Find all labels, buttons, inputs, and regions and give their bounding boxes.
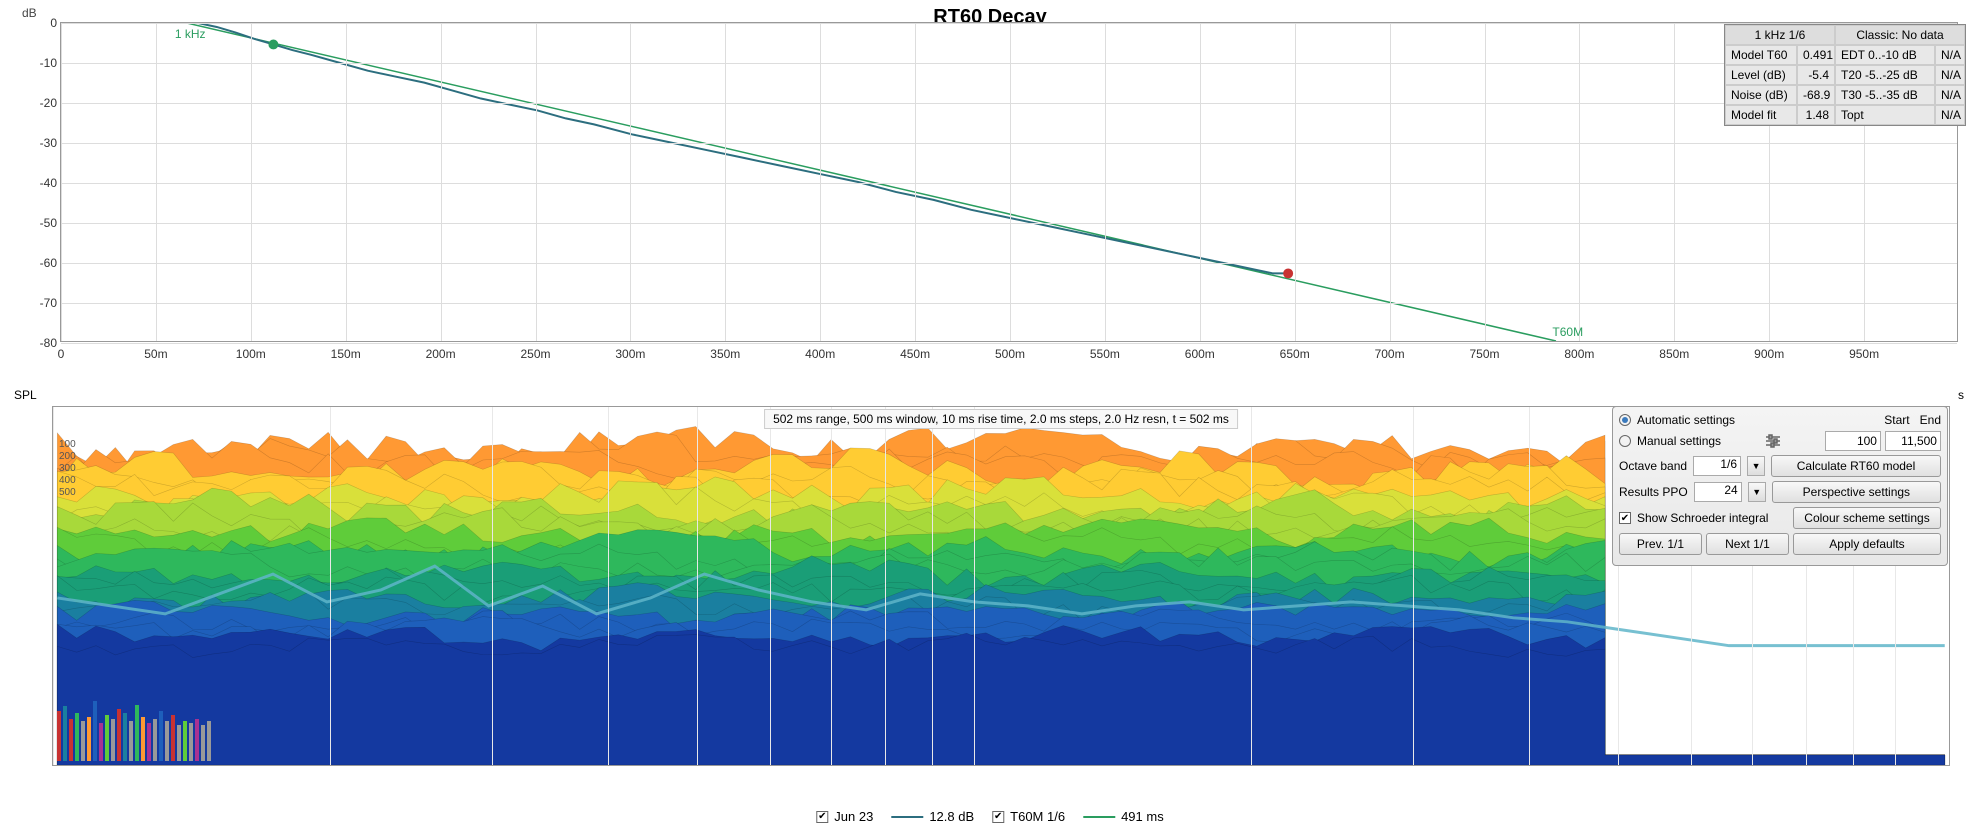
depth-time-label: 500 <box>59 487 76 498</box>
y-tick-label: -40 <box>31 176 57 190</box>
top-chart-area[interactable]: -80-70-60-50-40-30-20-100050m100m150m200… <box>60 22 1958 342</box>
x-tick-label: 500m <box>995 347 1025 361</box>
spl-axis-title: SPL <box>14 388 37 402</box>
results-ppo-select[interactable]: 24 <box>1694 482 1742 502</box>
prev-button[interactable]: Prev. 1/1 <box>1619 533 1702 555</box>
y-tick-label: -10 <box>31 56 57 70</box>
end-input[interactable] <box>1885 431 1941 451</box>
automatic-settings-label: Automatic settings <box>1637 413 1735 427</box>
x-tick-label: 400m <box>805 347 835 361</box>
start-label: Start <box>1884 413 1909 427</box>
x-tick-label: 100m <box>236 347 266 361</box>
settings-panel: Automatic settings Start End Manual sett… <box>1612 406 1948 566</box>
next-button[interactable]: Next 1/1 <box>1706 533 1789 555</box>
y-tick-label: -60 <box>31 256 57 270</box>
x-tick-label: 950m <box>1849 347 1879 361</box>
x-tick-label: 450m <box>900 347 930 361</box>
x-tick-label: 550m <box>1090 347 1120 361</box>
x-tick-label: 850m <box>1659 347 1689 361</box>
x-tick-label: 250m <box>520 347 550 361</box>
show-schroeder-checkbox[interactable]: ✔ <box>1619 512 1631 524</box>
x-tick-label: 150m <box>331 347 361 361</box>
x-tick-label: 800m <box>1564 347 1594 361</box>
y-tick-label: -70 <box>31 296 57 310</box>
dropdown-arrow-icon[interactable]: ▼ <box>1748 482 1766 502</box>
t60m-label: T60M <box>1552 325 1583 339</box>
rt60-decay-chart: RT60 Decay dB -80-70-60-50-40-30-20-1000… <box>10 0 1970 380</box>
manual-settings-label: Manual settings <box>1637 434 1721 448</box>
octave-band-label: Octave band <box>1619 459 1687 473</box>
start-input[interactable] <box>1825 431 1881 451</box>
x-tick-label: 0 <box>58 347 65 361</box>
depth-time-label: 400 <box>59 475 76 486</box>
legend-t60m-label: T60M 1/6 <box>1010 809 1065 824</box>
y-tick-label: -50 <box>31 216 57 230</box>
x-tick-label: 650m <box>1280 347 1310 361</box>
legend-jun23-label: Jun 23 <box>834 809 873 824</box>
legend-ms-line <box>1083 816 1115 818</box>
waterfall-info-bar: 502 ms range, 500 ms window, 10 ms rise … <box>764 409 1238 429</box>
legend-jun23-checkbox[interactable]: ✔ <box>816 811 828 823</box>
x-tick-label: 200m <box>426 347 456 361</box>
legend-t60m-checkbox[interactable]: ✔ <box>992 811 1004 823</box>
radio-manual[interactable] <box>1619 435 1631 447</box>
rt60-result-bars <box>57 701 211 761</box>
depth-time-label: 200 <box>59 451 76 462</box>
perspective-settings-button[interactable]: Perspective settings <box>1772 481 1941 503</box>
x-tick-label: 50m <box>144 347 167 361</box>
sliders-icon[interactable] <box>1763 433 1783 449</box>
dropdown-arrow-icon[interactable]: ▼ <box>1747 456 1765 476</box>
x-tick-label: 600m <box>1185 347 1215 361</box>
info-left-header: 1 kHz 1/6 <box>1725 25 1835 45</box>
octave-band-select[interactable]: 1/6 <box>1693 456 1741 476</box>
depth-time-label: 100 <box>59 439 76 450</box>
y-tick-label: -20 <box>31 96 57 110</box>
depth-time-label: 300 <box>59 463 76 474</box>
x-tick-label: 700m <box>1375 347 1405 361</box>
y-tick-label: -30 <box>31 136 57 150</box>
legend-db-value: 12.8 dB <box>929 809 974 824</box>
legend-db-line <box>891 816 923 818</box>
y-tick-label: -80 <box>31 336 57 350</box>
end-label: End <box>1920 413 1941 427</box>
y-tick-label: 0 <box>31 16 57 30</box>
model-info-box: 1 kHz 1/6 Classic: No data Model T600.49… <box>1724 24 1966 126</box>
show-schroeder-label: Show Schroeder integral <box>1637 511 1787 525</box>
x-tick-label: 750m <box>1469 347 1499 361</box>
x-tick-label: 350m <box>710 347 740 361</box>
x-tick-label: 900m <box>1754 347 1784 361</box>
legend-ms-value: 491 ms <box>1121 809 1164 824</box>
freq-indicator-label: 1 kHz <box>175 27 206 41</box>
calculate-rt60-button[interactable]: Calculate RT60 model <box>1771 455 1941 477</box>
waterfall-chart: SPL s 502 ms range, 500 ms window, 10 ms… <box>10 388 1970 796</box>
apply-defaults-button[interactable]: Apply defaults <box>1793 533 1941 555</box>
results-ppo-label: Results PPO <box>1619 485 1688 499</box>
x-tick-label: 300m <box>615 347 645 361</box>
info-right-header: Classic: No data <box>1835 25 1965 45</box>
s-axis-title: s <box>1958 388 1964 402</box>
radio-automatic[interactable] <box>1619 414 1631 426</box>
colour-scheme-button[interactable]: Colour scheme settings <box>1793 507 1941 529</box>
legend: ✔ Jun 23 12.8 dB ✔ T60M 1/6 491 ms <box>816 809 1163 824</box>
